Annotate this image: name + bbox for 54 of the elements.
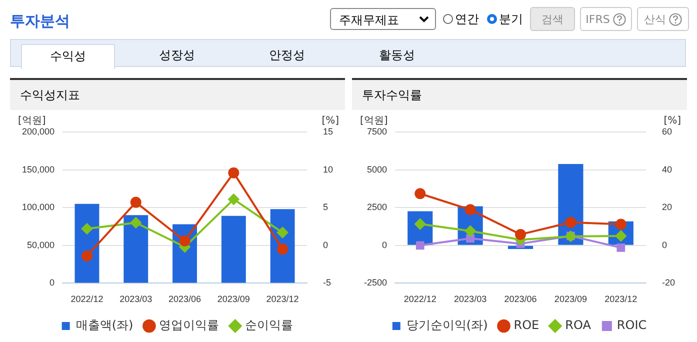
text: 안정성 — [268, 47, 306, 64]
text: 투자분석 — [10, 12, 70, 31]
y-tick-label: 200,000 — [22, 126, 55, 136]
legend-label: ROA — [565, 318, 592, 332]
y-axis-title: [억원] — [360, 116, 388, 127]
x-tick-label: 2023/03 — [454, 294, 487, 304]
text: 연간 — [455, 12, 479, 26]
y-tick-label: -2500 — [364, 278, 388, 288]
legend-label: ROE — [514, 318, 540, 332]
legend-label: 순이익률 — [245, 318, 294, 332]
y2-axis-title: [%] — [664, 116, 682, 127]
x-tick-label: 2023/12 — [266, 294, 299, 304]
y2-tick-label: -5 — [322, 278, 332, 288]
y2-tick-label: -20 — [662, 278, 676, 288]
y2-tick-label: 0 — [662, 240, 668, 250]
text: 산식 — [644, 13, 666, 26]
y-tick-label: 50,000 — [27, 240, 55, 250]
x-tick-label: 2023/03 — [120, 294, 152, 304]
text: 검색 — [530, 7, 575, 31]
y-tick-label: 7500 — [366, 126, 388, 136]
text: 수익성 — [21, 44, 115, 69]
y-tick-label: 150,000 — [22, 164, 55, 174]
dropdown: 주재무제표 — [330, 8, 436, 30]
x-tick-label: 2023/06 — [504, 294, 537, 304]
text: 분기 — [499, 12, 523, 26]
x-tick-label: 2023/06 — [168, 294, 202, 304]
y-tick-label: 0 — [382, 240, 388, 250]
legend-label: 당기순이익(좌) — [406, 318, 488, 332]
y-tick-label: 0 — [50, 278, 55, 288]
y2-axis-title: [%] — [322, 116, 340, 127]
y-axis-title: [억원] — [18, 116, 46, 127]
x-tick-label: 2023/09 — [217, 294, 250, 304]
y2-tick-label: 0 — [322, 240, 328, 250]
chart-title: 수익성지표 — [10, 80, 345, 110]
y2-tick-label: 20 — [662, 202, 672, 212]
x-tick-label: 2023/09 — [554, 294, 587, 304]
legend-label: 영업이익률 — [159, 318, 220, 332]
y2-tick-label: 60 — [662, 126, 672, 136]
y-tick-label: 100,000 — [22, 202, 55, 212]
y2-tick-label: 15 — [322, 126, 334, 136]
y-tick-label: 2500 — [366, 202, 388, 212]
x-tick-label: 2022/12 — [70, 294, 104, 304]
chart-title: 투자수익률 — [352, 80, 687, 110]
legend-label: ROIC — [616, 318, 647, 332]
y2-tick-label: 5 — [322, 202, 328, 212]
x-tick-label: 2022/12 — [404, 294, 436, 304]
y2-tick-label: 10 — [322, 164, 334, 174]
legend-label: 매출액(좌) — [76, 318, 134, 332]
text: 성장성 — [158, 47, 196, 64]
text: IFRS — [586, 13, 610, 26]
y2-tick-label: 40 — [662, 164, 672, 174]
text: 활동성 — [378, 47, 416, 64]
x-tick-label: 2023/12 — [604, 294, 638, 304]
y-tick-label: 5000 — [366, 164, 388, 174]
